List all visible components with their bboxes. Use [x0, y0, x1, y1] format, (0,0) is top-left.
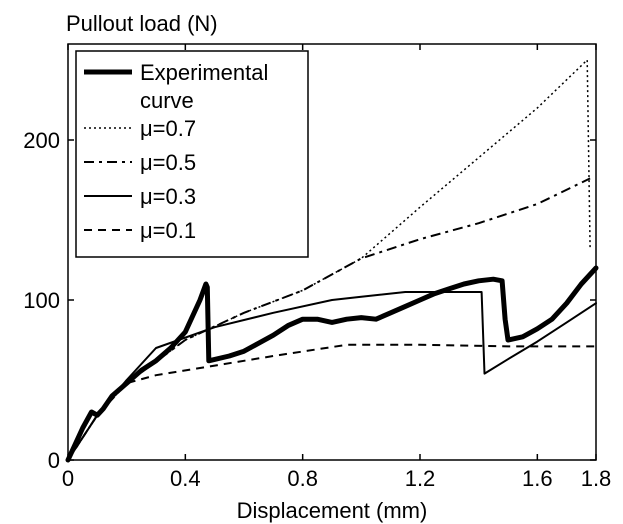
series-line-mu-0.1	[67, 343, 596, 461]
series-layer	[65, 59, 599, 463]
legend-label: μ=0.5	[140, 150, 196, 175]
legend-label: μ=0.7	[140, 116, 196, 141]
x-tick-label: 1.8	[581, 466, 612, 491]
legend-label: μ=0.3	[140, 184, 196, 209]
y-tick-label: 0	[48, 448, 60, 473]
x-tick-label: 0	[62, 466, 74, 491]
x-tick-label: 0.4	[170, 466, 201, 491]
series-line-mu-0.5	[67, 177, 591, 461]
legend-label: curve	[140, 88, 194, 113]
y-axis: 0 100 200	[23, 128, 596, 473]
y-tick-label: 100	[23, 288, 60, 313]
x-axis-title: Displacement (mm)	[237, 498, 428, 523]
legend-box	[75, 50, 309, 258]
y-axis-title: Pullout load (N)	[66, 11, 218, 36]
x-tick-label: 1.2	[405, 466, 436, 491]
y-tick-label: 200	[23, 128, 60, 153]
x-tick-label: 0.8	[287, 466, 318, 491]
plot-frame	[67, 43, 597, 461]
x-axis: 0 0.4 0.8 1.2 1.6 1.8	[62, 44, 611, 491]
legend: Experimental curve μ=0.7 μ=0.5 μ=0.3 μ=0.1	[75, 50, 309, 258]
series-line-experimental	[65, 265, 599, 463]
x-tick-label: 1.6	[522, 466, 553, 491]
legend-label: Experimental	[140, 60, 268, 85]
legend-label: μ=0.1	[140, 218, 196, 243]
plot-area	[65, 43, 599, 463]
series-line-mu-0.3	[67, 291, 597, 461]
